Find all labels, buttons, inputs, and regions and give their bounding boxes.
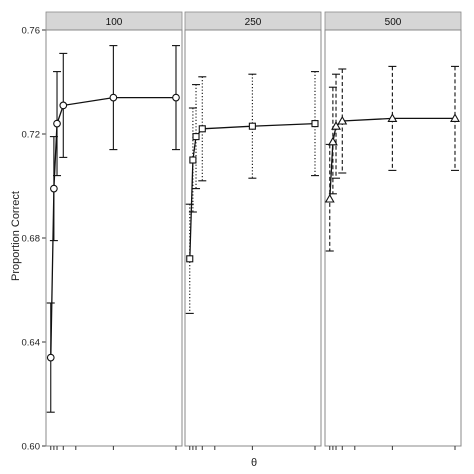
data-point: [50, 184, 58, 193]
x-axis-title: θ: [251, 457, 257, 469]
y-tick-label: 0.68: [22, 234, 41, 245]
data-point: [59, 101, 68, 110]
data-point: [109, 93, 118, 102]
panel-border: [324, 29, 462, 447]
y-tick-label: 0.76: [22, 26, 41, 37]
y-tick-label: 0.64: [22, 338, 41, 349]
data-point: [172, 93, 180, 102]
panel-strip-label: 250: [245, 17, 262, 28]
data-point: [337, 115, 348, 125]
data-point: [189, 156, 197, 164]
y-axis: 0.60 0.64 0.68 0.72 0.76: [22, 26, 46, 453]
panel-100: 100: [45, 11, 183, 450]
data-point: [311, 120, 319, 128]
data-point: [327, 136, 338, 146]
data-point: [387, 113, 398, 122]
y-axis-title: Proportion Correct: [10, 191, 22, 281]
data-point: [186, 255, 194, 263]
data-point: [450, 113, 460, 122]
panel-250: 250: [184, 11, 322, 450]
chart-panels: 100 250 500: [45, 11, 462, 450]
data-point: [248, 122, 256, 130]
data-point: [46, 353, 55, 362]
y-tick-label: 0.72: [22, 130, 41, 141]
panel-500: 500: [324, 11, 462, 450]
panel-strip-label: 500: [385, 17, 402, 28]
panel-strip-label: 100: [106, 17, 123, 28]
series-line: [189, 122, 316, 259]
panel-border: [45, 29, 183, 447]
panel-border: [184, 29, 322, 447]
data-point: [53, 119, 61, 128]
y-tick-label: 0.60: [22, 442, 41, 453]
data-point: [331, 121, 341, 130]
data-point: [324, 193, 335, 203]
data-point: [198, 125, 206, 133]
data-point: [192, 133, 200, 141]
series-line: [50, 96, 176, 358]
